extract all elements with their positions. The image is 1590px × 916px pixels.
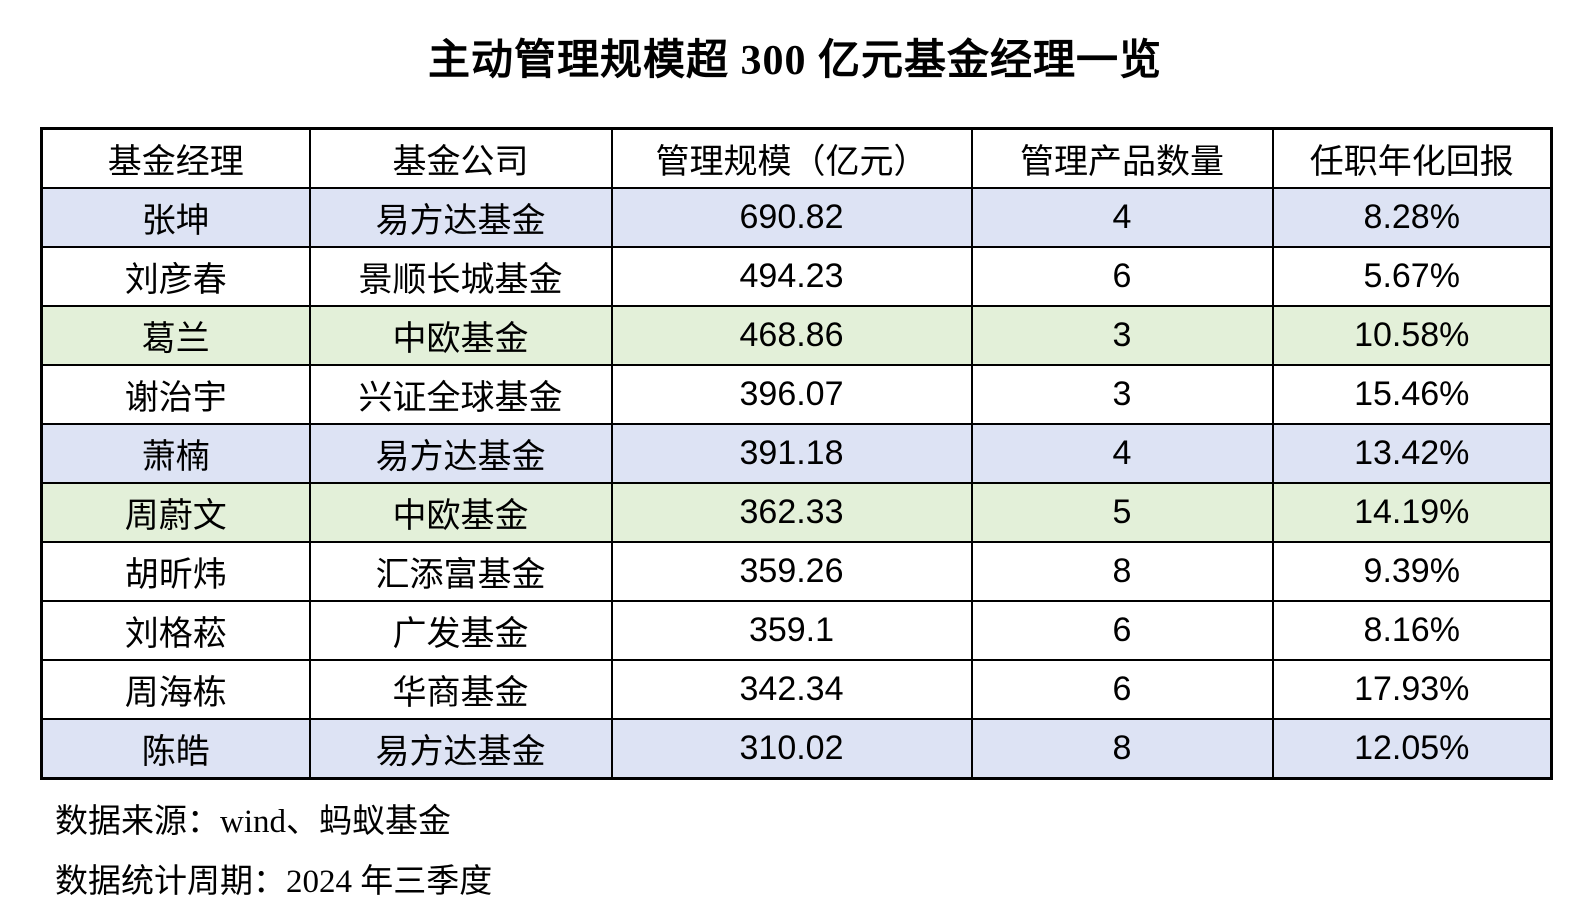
cell-company: 汇添富基金 (308, 541, 613, 602)
footer: 数据来源：wind、蚂蚁基金 数据统计周期：2024 年三季度 (55, 792, 1590, 912)
cell-manager: 葛兰 (40, 305, 311, 366)
cell-product-count: 8 (970, 718, 1274, 780)
cell-company: 易方达基金 (308, 423, 613, 484)
cell-product-count: 4 (970, 423, 1274, 484)
cell-company: 易方达基金 (308, 187, 613, 248)
col-header-scale: 管理规模（亿元） (610, 127, 973, 189)
cell-scale: 362.33 (610, 482, 973, 543)
cell-product-count: 5 (970, 482, 1274, 543)
fund-managers-table: 基金经理 基金公司 管理规模（亿元） 管理产品数量 任职年化回报 张坤 易方达基… (40, 127, 1553, 780)
cell-scale: 359.1 (610, 600, 973, 661)
cell-annual-return: 13.42% (1271, 423, 1553, 484)
data-period-note: 数据统计周期：2024 年三季度 (55, 864, 493, 900)
cell-manager: 刘彦春 (40, 246, 311, 307)
cell-annual-return: 15.46% (1271, 364, 1553, 425)
page-title: 主动管理规模超 300 亿元基金经理一览 (427, 38, 1162, 84)
cell-annual-return: 14.19% (1271, 482, 1553, 543)
cell-product-count: 6 (970, 659, 1274, 720)
cell-manager: 刘格菘 (40, 600, 311, 661)
cell-annual-return: 8.16% (1271, 600, 1553, 661)
cell-manager: 萧楠 (40, 423, 311, 484)
table-row: 周海栋 华商基金 342.34 6 17.93% (40, 659, 1553, 720)
cell-product-count: 6 (970, 600, 1274, 661)
cell-company: 易方达基金 (308, 718, 613, 780)
cell-product-count: 3 (970, 305, 1274, 366)
cell-scale: 391.18 (610, 423, 973, 484)
table-row: 萧楠 易方达基金 391.18 4 13.42% (40, 423, 1553, 484)
cell-company: 中欧基金 (308, 482, 613, 543)
header-row: 基金经理 基金公司 管理规模（亿元） 管理产品数量 任职年化回报 (40, 127, 1553, 189)
cell-annual-return: 9.39% (1271, 541, 1553, 602)
table-row: 周蔚文 中欧基金 362.33 5 14.19% (40, 482, 1553, 543)
col-header-product-count: 管理产品数量 (970, 127, 1274, 189)
table-row: 刘格菘 广发基金 359.1 6 8.16% (40, 600, 1553, 661)
cell-company: 兴证全球基金 (308, 364, 613, 425)
cell-scale: 690.82 (610, 187, 973, 248)
table-row: 谢治宇 兴证全球基金 396.07 3 15.46% (40, 364, 1553, 425)
cell-annual-return: 8.28% (1271, 187, 1553, 248)
cell-scale: 342.34 (610, 659, 973, 720)
cell-manager: 周蔚文 (40, 482, 311, 543)
cell-manager: 谢治宇 (40, 364, 311, 425)
col-header-annual-return: 任职年化回报 (1271, 127, 1553, 189)
cell-manager: 张坤 (40, 187, 311, 248)
data-source-note: 数据来源：wind、蚂蚁基金 (55, 804, 451, 840)
cell-scale: 310.02 (610, 718, 973, 780)
table-row: 胡昕炜 汇添富基金 359.26 8 9.39% (40, 541, 1553, 602)
table-row: 刘彦春 景顺长城基金 494.23 6 5.67% (40, 246, 1553, 307)
cell-scale: 359.26 (610, 541, 973, 602)
cell-company: 广发基金 (308, 600, 613, 661)
cell-annual-return: 17.93% (1271, 659, 1553, 720)
table-row: 葛兰 中欧基金 468.86 3 10.58% (40, 305, 1553, 366)
cell-product-count: 3 (970, 364, 1274, 425)
table-row: 陈皓 易方达基金 310.02 8 12.05% (40, 718, 1553, 780)
cell-annual-return: 10.58% (1271, 305, 1553, 366)
cell-product-count: 6 (970, 246, 1274, 307)
cell-annual-return: 5.67% (1271, 246, 1553, 307)
cell-annual-return: 12.05% (1271, 718, 1553, 780)
cell-scale: 468.86 (610, 305, 973, 366)
cell-company: 景顺长城基金 (308, 246, 613, 307)
cell-manager: 周海栋 (40, 659, 311, 720)
col-header-company: 基金公司 (308, 127, 613, 189)
cell-manager: 胡昕炜 (40, 541, 311, 602)
col-header-manager: 基金经理 (40, 127, 311, 189)
cell-product-count: 4 (970, 187, 1274, 248)
cell-company: 中欧基金 (308, 305, 613, 366)
cell-manager: 陈皓 (40, 718, 311, 780)
cell-company: 华商基金 (308, 659, 613, 720)
cell-scale: 494.23 (610, 246, 973, 307)
cell-scale: 396.07 (610, 364, 973, 425)
table-row: 张坤 易方达基金 690.82 4 8.28% (40, 187, 1553, 248)
cell-product-count: 8 (970, 541, 1274, 602)
